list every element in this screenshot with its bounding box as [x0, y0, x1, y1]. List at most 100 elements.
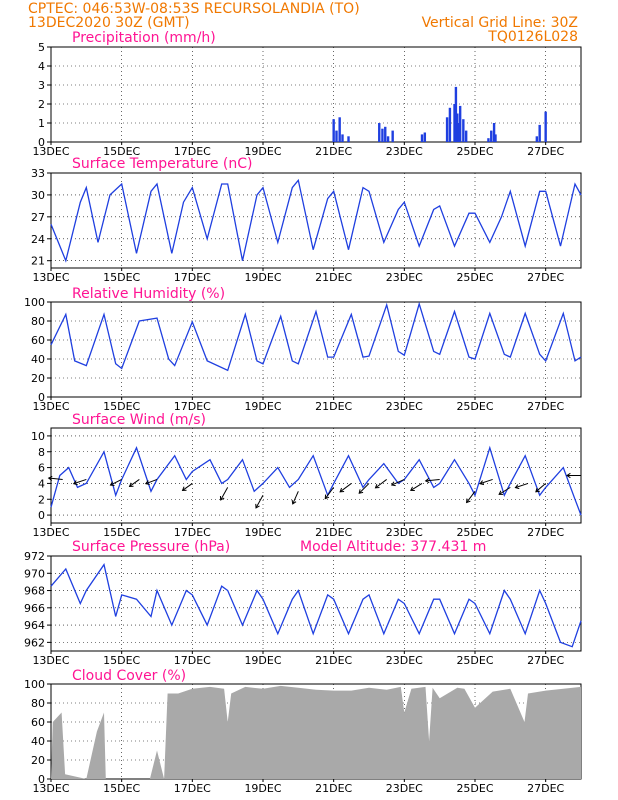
rh-xtick-label: 23DEC [386, 400, 423, 413]
wind-vector [72, 478, 87, 486]
wind-xtick-label: 15DEC [103, 526, 140, 539]
surface-temperature-title: Surface Temperature (nC) [72, 156, 253, 172]
wind-vector [566, 472, 581, 479]
cloud-xtick-label: 23DEC [386, 782, 423, 795]
pressure-ytick-label: 966 [24, 602, 45, 615]
surface-wind-panel: Surface Wind (m/s) 0 2 4 6 8 10 13DEC 15DEC 17DE… [31, 412, 582, 539]
rh-ytick-label: 80 [31, 315, 45, 328]
temp-ytick-label: 21 [31, 255, 45, 268]
wind-xtick-label: 25DEC [456, 526, 493, 539]
wind-vector [181, 483, 193, 491]
wind-vector [479, 478, 493, 486]
wind-vector-head [128, 482, 134, 488]
surface-temperature-panel: Surface Temperature (nC) 21 24 27 30 33 13DEC… [31, 156, 582, 284]
wind-vector-shaft [182, 483, 193, 491]
cloud-xtick-label: 25DEC [456, 782, 493, 795]
wind-vector [514, 482, 529, 490]
precip-bar [338, 117, 341, 142]
precip-bar [453, 104, 456, 142]
wind-vector-shaft [220, 487, 229, 501]
wind-vector [466, 491, 476, 504]
wind-vector-shaft [391, 479, 405, 486]
wind-vector [535, 483, 546, 493]
cloud-ytick-label: 80 [31, 697, 45, 710]
wind-vector-head [514, 484, 520, 490]
wind-vector [324, 487, 335, 500]
wind-vector [390, 479, 405, 487]
temp-xtick-label: 23DEC [386, 271, 423, 284]
precip-bar [462, 119, 465, 142]
temp-ytick-label: 24 [31, 233, 45, 246]
precip-xtick-label: 15DEC [103, 145, 140, 158]
rh-xtick-label: 13DEC [32, 400, 69, 413]
precipitation-panel: Precipitation (mm/h) 0 1 2 3 4 5 13DEC 15DEC 17D… [32, 30, 582, 158]
temp-xtick-label: 15DEC [103, 271, 140, 284]
wind-ytick-label: 2 [38, 493, 45, 506]
wind-vector-shaft [339, 483, 352, 493]
precip-bar [332, 119, 335, 142]
wind-vector-shaft [466, 491, 476, 503]
precip-xtick-label: 19DEC [244, 145, 281, 158]
wind-vector-head [358, 489, 364, 494]
temp-xtick-label: 17DEC [174, 271, 211, 284]
wind-vector [255, 495, 264, 509]
wind-vector-head [255, 503, 260, 509]
wind-vector-shaft [375, 479, 387, 489]
temp-series-line [50, 178, 582, 263]
cloud-xtick-label: 21DEC [315, 782, 352, 795]
rh-xtick-label: 21DEC [315, 400, 352, 413]
rh-xtick-label: 25DEC [456, 400, 493, 413]
rh-frame [50, 301, 582, 398]
wind-vector [291, 491, 299, 505]
wind-vector-head [219, 495, 225, 501]
header-grid-note: Vertical Grid Line: 30Z [422, 15, 578, 31]
cloud-cover-title: Cloud Cover (%) [72, 668, 186, 684]
precip-bar [423, 132, 427, 142]
cloud-xtick-label: 15DEC [103, 782, 140, 795]
wind-xtick-label: 17DEC [174, 526, 211, 539]
header-station: CPTEC: 046:53W-08:53S RECURSOLANDIA (TO) [28, 1, 360, 17]
wind-ytick-label: 8 [38, 446, 45, 459]
wind-vector-head [535, 487, 540, 493]
relative-humidity-title: Relative Humidity (%) [72, 286, 225, 302]
temp-ytick-label: 30 [31, 189, 45, 202]
cloud-ytick-label: 100 [24, 678, 45, 691]
pressure-xtick-label: 27DEC [527, 654, 564, 667]
rh-ytick-label: 20 [31, 372, 45, 385]
wind-vector-head [144, 480, 150, 485]
wind-vector-head [410, 486, 415, 491]
temp-xtick-label: 21DEC [315, 271, 352, 284]
wind-series-line [50, 445, 582, 516]
wind-vector-shaft [145, 478, 158, 485]
wind-vector-shaft [73, 478, 87, 485]
precip-bar [445, 117, 449, 142]
cloud-xtick-label: 13DEC [32, 782, 69, 795]
wind-vector-head [47, 475, 53, 481]
precip-bar [386, 136, 390, 142]
wind-xtick-label: 23DEC [386, 526, 423, 539]
precip-xtick-label: 23DEC [386, 145, 423, 158]
pressure-xtick-label: 17DEC [174, 654, 211, 667]
temp-xtick-label: 19DEC [244, 271, 281, 284]
wind-vector-head [374, 483, 380, 489]
pressure-ytick-label: 968 [24, 585, 45, 598]
wind-vector-head [339, 487, 345, 493]
wind-vector-head [424, 477, 430, 484]
wind-vector [410, 482, 423, 491]
precip-ytick-label: 1 [38, 117, 45, 130]
pressure-xtick-label: 23DEC [386, 654, 423, 667]
wind-vector [144, 478, 158, 485]
wind-vector-head [390, 481, 396, 487]
wind-vector-shaft [110, 479, 122, 486]
wind-frame [50, 427, 582, 524]
wind-vector-shaft [498, 486, 511, 495]
temp-xtick-label: 27DEC [527, 271, 564, 284]
wind-ytick-label: 10 [31, 430, 45, 443]
rh-xtick-label: 27DEC [527, 400, 564, 413]
precip-ytick-label: 2 [38, 98, 45, 111]
wind-vector-shaft [535, 483, 546, 493]
cloud-ytick-label: 40 [31, 735, 45, 748]
temp-ytick-label: 27 [31, 211, 45, 224]
rh-ytick-label: 40 [31, 353, 45, 366]
